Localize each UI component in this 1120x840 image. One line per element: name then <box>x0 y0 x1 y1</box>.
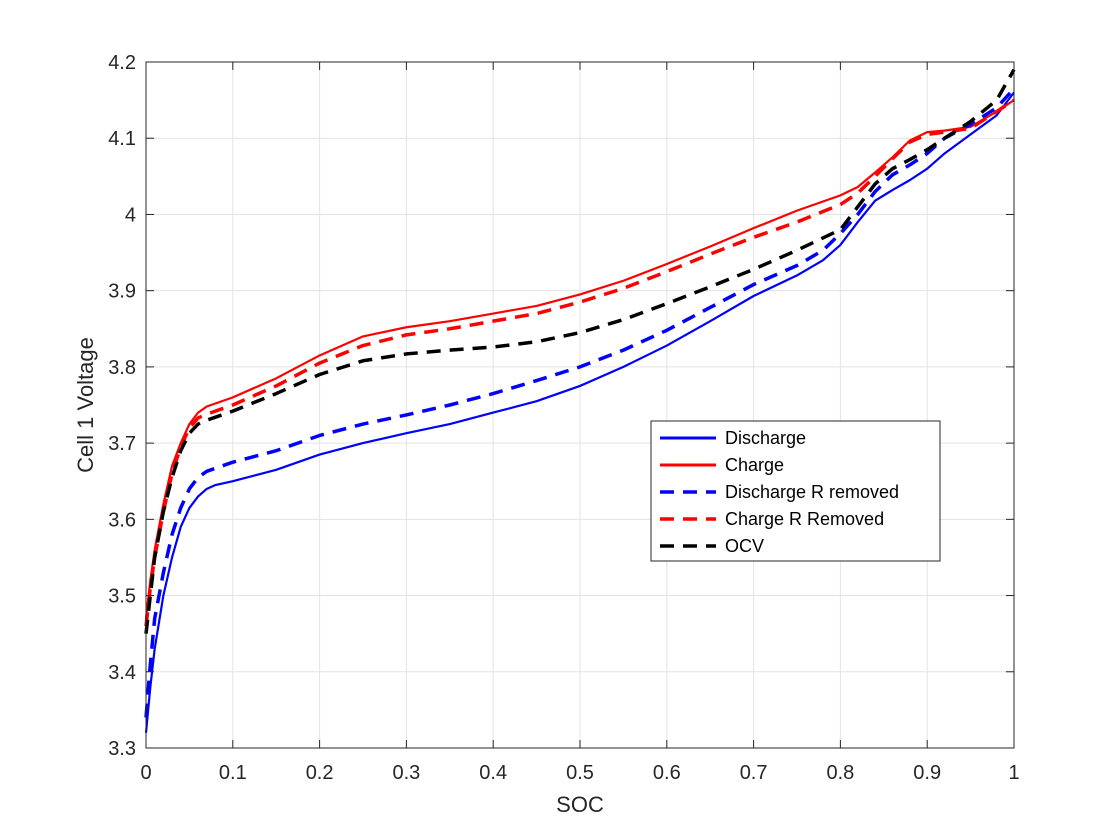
y-tick-label: 3.9 <box>108 281 136 303</box>
legend-label: Charge R Removed <box>725 509 884 529</box>
legend-box <box>650 420 941 562</box>
y-tick-label: 3.4 <box>108 662 136 684</box>
y-tick-label: 3.7 <box>108 433 136 455</box>
tick-marks <box>145 61 1015 749</box>
series-line-ocv <box>144 68 1016 634</box>
legend: Discharge Charge Discharge R removed Charge… <box>650 420 941 562</box>
x-tick-label: 1 <box>1008 762 1019 784</box>
x-tick-label: 0.3 <box>392 762 420 784</box>
legend-label: Charge <box>725 455 784 475</box>
legend-label: Discharge R removed <box>725 482 899 502</box>
x-tick-label: 0.1 <box>219 762 247 784</box>
y-axis-title: Cell 1 Voltage <box>73 337 98 473</box>
y-tick-label: 4.1 <box>108 128 136 150</box>
x-tick-label: 0.6 <box>653 762 681 784</box>
legend-label: OCV <box>725 536 764 556</box>
y-tick-labels: 3.3 3.4 3.5 3.6 3.7 3.8 3.9 4 4.1 4.2 <box>108 52 136 760</box>
x-tick-label: 0 <box>140 762 151 784</box>
x-tick-label: 0.8 <box>826 762 854 784</box>
legend-label: Discharge <box>725 428 806 448</box>
y-tick-label: 4 <box>125 204 136 226</box>
series-layer <box>144 68 1016 733</box>
y-tick-label: 3.5 <box>108 586 136 608</box>
y-tick-label: 3.3 <box>108 738 136 760</box>
series-line-charge-r-removed <box>144 98 1015 627</box>
y-tick-label: 3.6 <box>108 509 136 531</box>
x-tick-label: 0.9 <box>913 762 941 784</box>
x-tick-label: 0.2 <box>306 762 334 784</box>
x-tick-label: 0.4 <box>479 762 507 784</box>
y-tick-label: 3.8 <box>108 357 136 379</box>
series-line-discharge <box>144 91 1015 733</box>
y-tick-label: 4.2 <box>108 52 136 74</box>
x-axis-title: SOC <box>556 792 604 817</box>
series-line-discharge-r-removed <box>144 87 1016 718</box>
x-tick-label: 0.5 <box>566 762 594 784</box>
x-tick-label: 0.7 <box>740 762 768 784</box>
x-tick-labels: 0 0.1 0.2 0.3 0.4 0.5 0.6 0.7 0.8 0.9 1 <box>140 762 1019 784</box>
